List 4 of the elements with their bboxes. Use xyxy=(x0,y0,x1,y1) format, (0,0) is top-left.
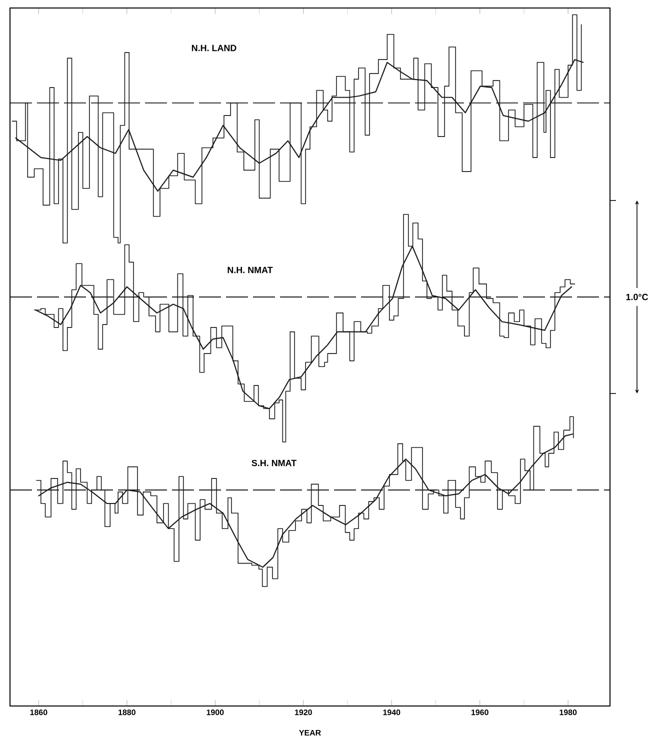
text: N.H. NMAT xyxy=(228,266,273,274)
text: S.H. NMAT xyxy=(252,460,296,466)
text: N.H. LAND xyxy=(192,44,236,52)
text: 1.0°C xyxy=(626,294,648,300)
